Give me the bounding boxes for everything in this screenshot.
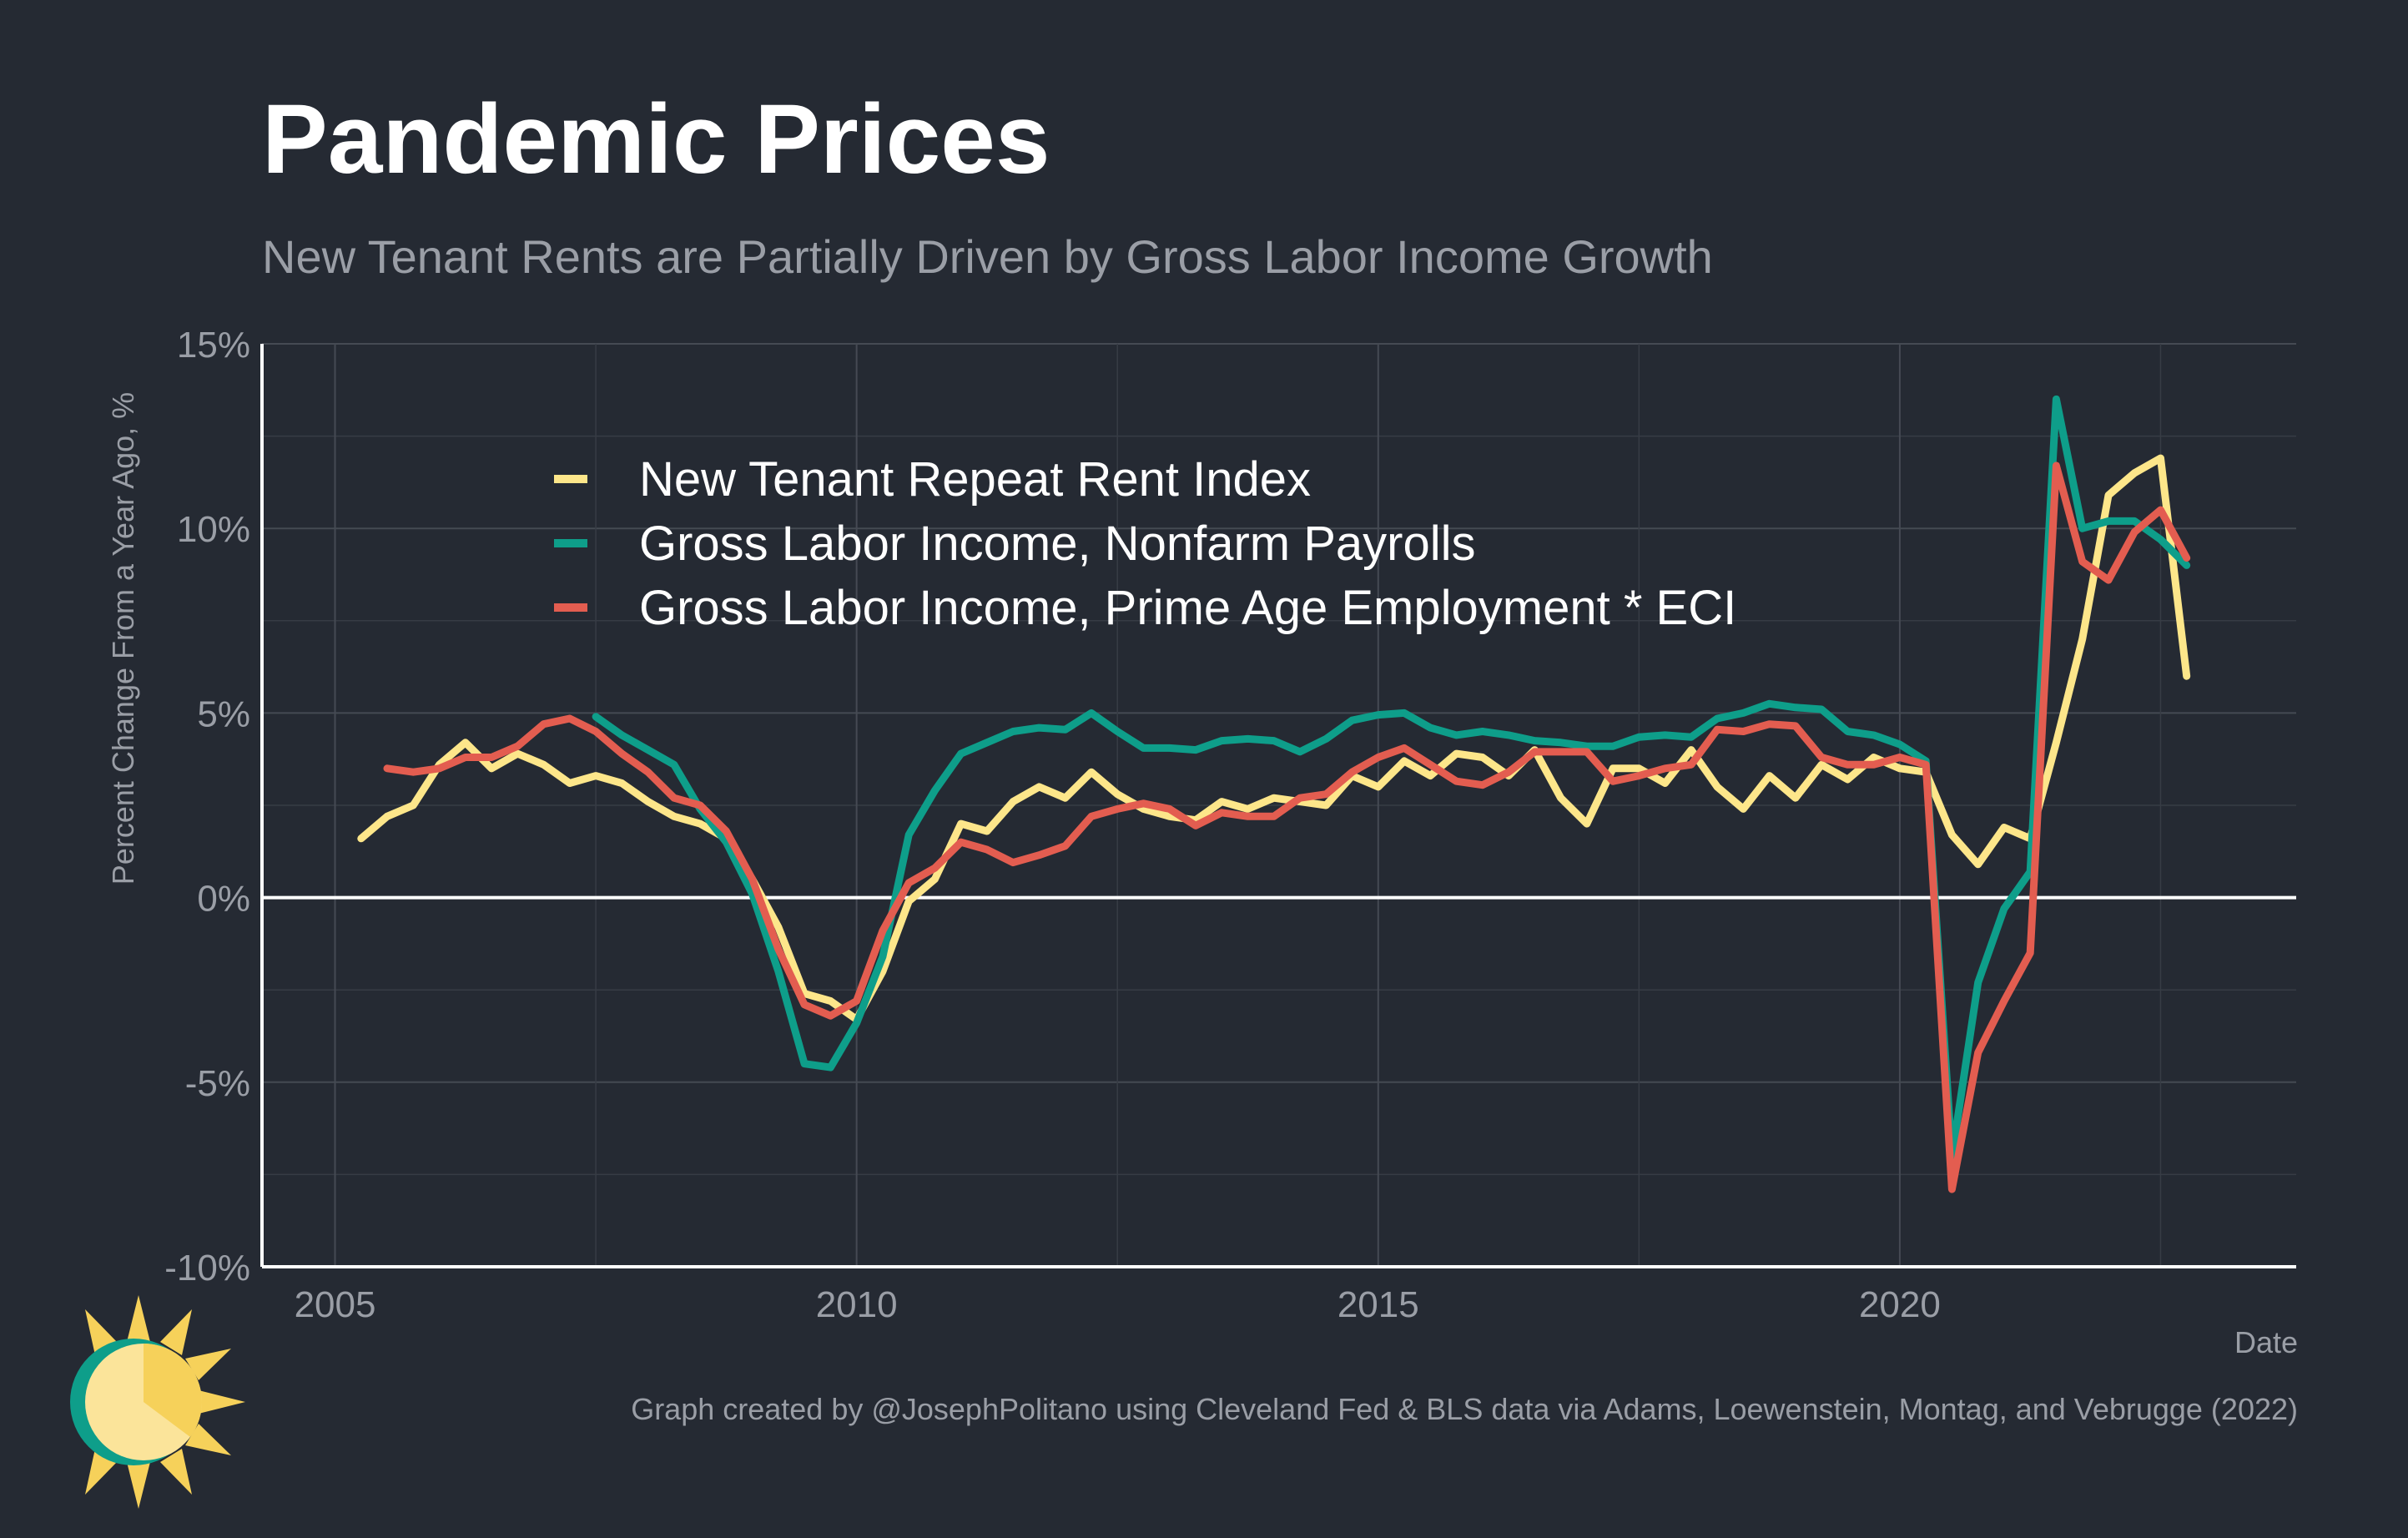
- y-tick-label: -10%: [164, 1248, 250, 1288]
- legend-label: New Tenant Repeat Rent Index: [639, 452, 1311, 507]
- series-lines: [357, 395, 2191, 1193]
- x-tick-label: 2015: [1337, 1284, 1419, 1325]
- y-tick-label: -5%: [185, 1063, 250, 1104]
- series-line-3: [383, 461, 2191, 1193]
- chart-subtitle: New Tenant Rents are Partially Driven by…: [262, 230, 1713, 283]
- y-tick-label: 0%: [197, 879, 250, 920]
- y-axis-label: Percent Change From a Year Ago, %: [106, 392, 140, 885]
- series-line-2: [592, 395, 2191, 1160]
- x-axis-label: Date: [2234, 1325, 2298, 1359]
- source-caption: Graph created by @JosephPolitano using C…: [631, 1392, 2298, 1426]
- x-tick-label: 2005: [295, 1284, 376, 1325]
- chart-title: Pandemic Prices: [262, 84, 1050, 194]
- legend-label: Gross Labor Income, Nonfarm Payrolls: [639, 517, 1475, 571]
- tick-labels: -10% -5% 0% 5% 10% 15% 2005 2010 2015 2020: [164, 325, 1941, 1325]
- y-tick-label: 15%: [177, 325, 250, 366]
- sun-icon: [70, 1295, 245, 1509]
- x-tick-label: 2010: [816, 1284, 898, 1325]
- y-tick-label: 10%: [177, 509, 250, 550]
- legend-label: Gross Labor Income, Prime Age Employment…: [639, 581, 1736, 635]
- y-tick-label: 5%: [197, 693, 250, 734]
- legend: New Tenant Repeat Rent Index Gross Labor …: [554, 452, 1736, 635]
- x-tick-label: 2020: [1859, 1284, 1941, 1325]
- axes: [260, 344, 2296, 1268]
